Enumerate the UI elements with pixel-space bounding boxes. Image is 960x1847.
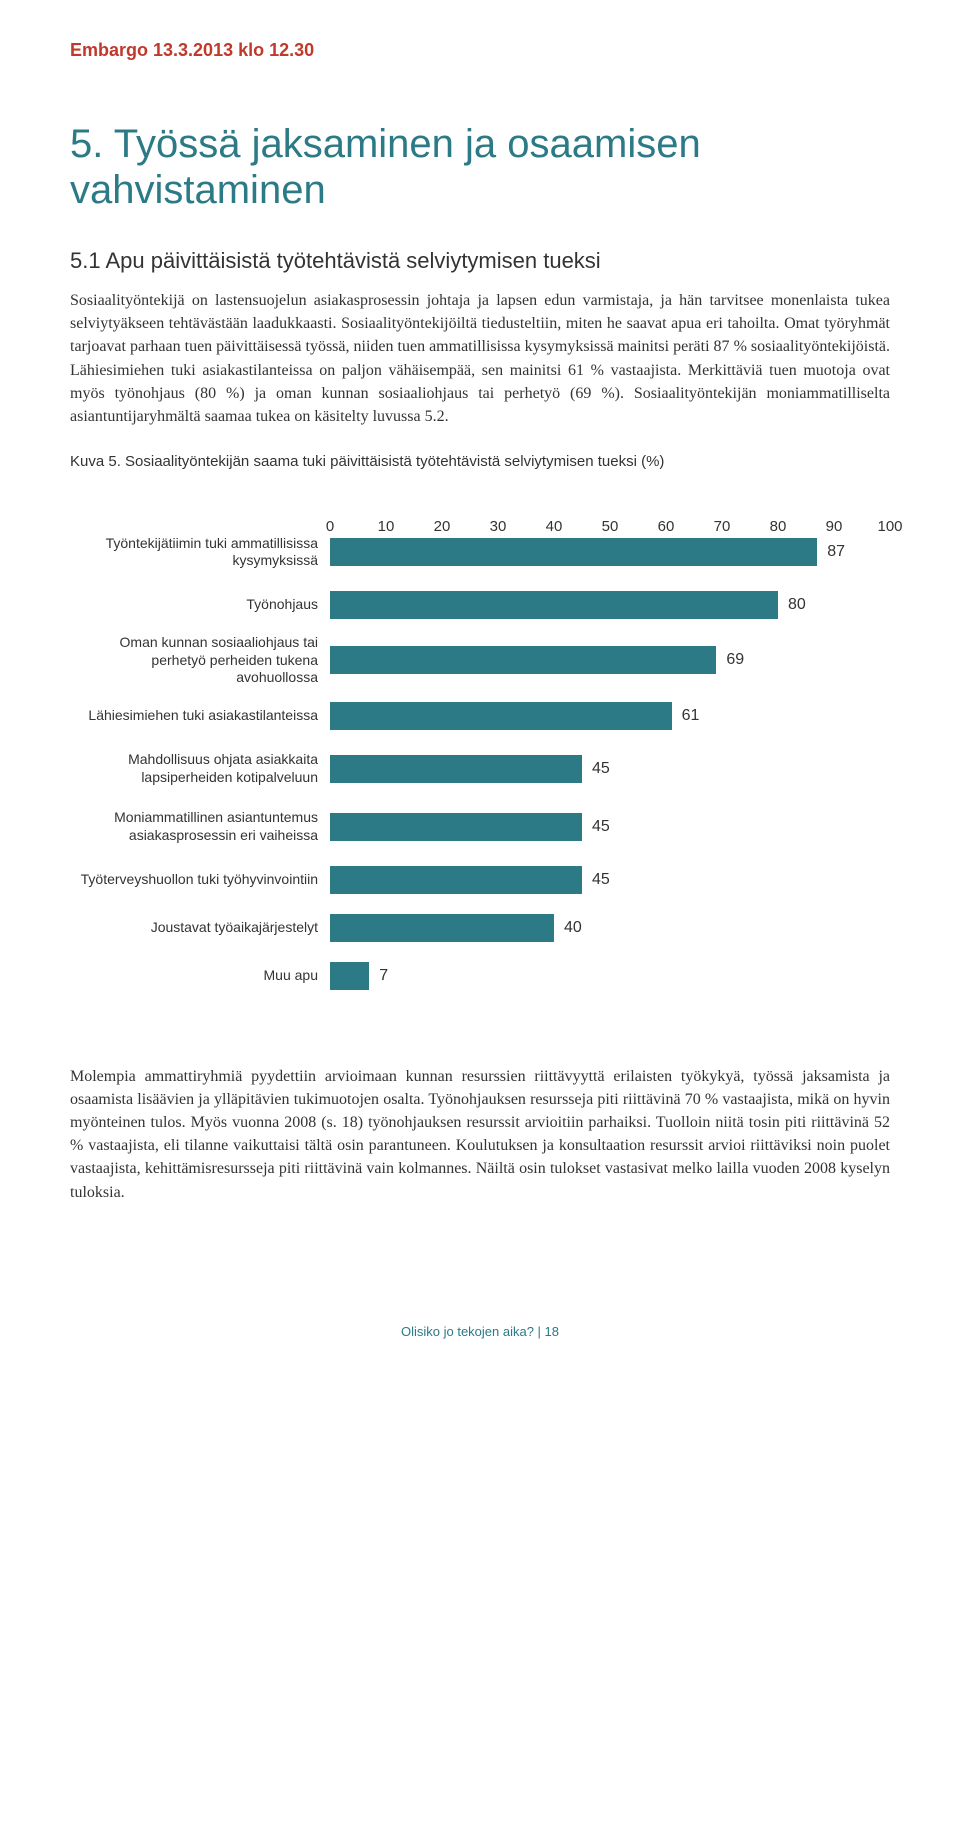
section-heading: 5.1 Apu päivittäisistä työtehtävistä sel… bbox=[70, 248, 890, 274]
bar-value: 45 bbox=[592, 871, 610, 889]
body-paragraph: Sosiaalityöntekijä on lastensuojelun asi… bbox=[70, 289, 890, 428]
chart-row: Muu apu 7 bbox=[70, 957, 890, 995]
bar bbox=[330, 813, 582, 841]
bar bbox=[330, 914, 554, 942]
chart-row: Työterveyshuollon tuki työhyvinvointiin 4… bbox=[70, 861, 890, 899]
bar-value: 61 bbox=[682, 707, 700, 725]
bar-label: Mahdollisuus ohjata asiakkaita lapsiperh… bbox=[70, 751, 330, 786]
bar bbox=[330, 755, 582, 783]
axis-tick: 20 bbox=[434, 518, 451, 535]
bar bbox=[330, 866, 582, 894]
bar-value: 80 bbox=[788, 596, 806, 614]
axis-tick: 80 bbox=[770, 518, 787, 535]
chart-row: Oman kunnan sosiaaliohjaus tai perhetyö … bbox=[70, 634, 890, 687]
figure-caption: Kuva 5. Sosiaalityöntekijän saama tuki p… bbox=[70, 453, 890, 470]
bar bbox=[330, 646, 716, 674]
embargo-notice: Embargo 13.3.2013 klo 12.30 bbox=[70, 40, 890, 61]
axis-tick: 30 bbox=[490, 518, 507, 535]
axis-tick: 100 bbox=[877, 518, 902, 535]
bar-chart: 0102030405060708090100 Työntekijätiimin … bbox=[70, 490, 890, 995]
axis-tick: 50 bbox=[602, 518, 619, 535]
axis-tick: 90 bbox=[826, 518, 843, 535]
bar-value: 45 bbox=[592, 818, 610, 836]
bar-label: Työntekijätiimin tuki ammatillisissa kys… bbox=[70, 535, 330, 570]
bar-label: Oman kunnan sosiaaliohjaus tai perhetyö … bbox=[70, 634, 330, 687]
bar-label: Moniammatillinen asiantuntemus asiakaspr… bbox=[70, 809, 330, 844]
bar bbox=[330, 538, 817, 566]
axis-tick: 40 bbox=[546, 518, 563, 535]
chart-row: Työnohjaus 80 bbox=[70, 586, 890, 624]
axis-tick: 70 bbox=[714, 518, 731, 535]
bar-label: Työterveyshuollon tuki työhyvinvointiin bbox=[70, 871, 330, 889]
bar-label: Joustavat työaikajärjestelyt bbox=[70, 919, 330, 937]
chart-row: Työntekijätiimin tuki ammatillisissa kys… bbox=[70, 528, 890, 576]
axis-tick: 60 bbox=[658, 518, 675, 535]
chart-axis: 0102030405060708090100 bbox=[70, 490, 890, 518]
axis-tick: 0 bbox=[326, 518, 334, 535]
bar-label: Lähiesimiehen tuki asiakastilanteissa bbox=[70, 707, 330, 725]
bar-value: 40 bbox=[564, 919, 582, 937]
bar-label: Muu apu bbox=[70, 967, 330, 985]
axis-tick: 10 bbox=[378, 518, 395, 535]
bar bbox=[330, 962, 369, 990]
bar-value: 87 bbox=[827, 543, 845, 561]
bar bbox=[330, 591, 778, 619]
chart-row: Moniammatillinen asiantuntemus asiakaspr… bbox=[70, 803, 890, 851]
chart-row: Joustavat työaikajärjestelyt 40 bbox=[70, 909, 890, 947]
bar-label: Työnohjaus bbox=[70, 596, 330, 614]
chart-row: Mahdollisuus ohjata asiakkaita lapsiperh… bbox=[70, 745, 890, 793]
bar bbox=[330, 702, 672, 730]
chart-row: Lähiesimiehen tuki asiakastilanteissa 61 bbox=[70, 697, 890, 735]
footer-paragraph: Molempia ammattiryhmiä pyydettiin arvioi… bbox=[70, 1065, 890, 1204]
bar-value: 69 bbox=[726, 651, 744, 669]
chapter-title: 5. Työssä jaksaminen ja osaamisen vahvis… bbox=[70, 121, 890, 213]
page-footer: Olisiko jo tekojen aika? | 18 bbox=[70, 1324, 890, 1339]
bar-value: 7 bbox=[379, 967, 388, 985]
bar-value: 45 bbox=[592, 760, 610, 778]
